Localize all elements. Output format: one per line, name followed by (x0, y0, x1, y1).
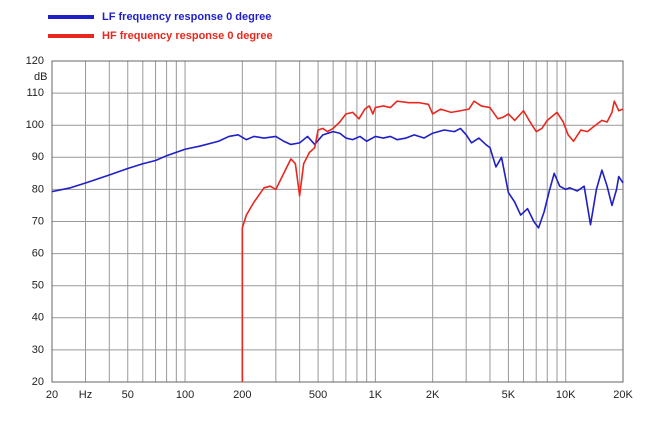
x-tick-label: 500 (309, 389, 327, 401)
y-tick-label: 110 (26, 87, 44, 99)
x-tick-label: 20 (46, 389, 58, 401)
y-axis-label: dB (34, 71, 47, 83)
y-tick-label: 80 (32, 183, 44, 195)
x-tick-label: 1K (369, 389, 383, 401)
x-tick-label: 200 (233, 389, 251, 401)
plot-frame (51, 60, 624, 383)
legend-label: LF frequency response 0 degree (102, 11, 271, 23)
y-tick-label: 40 (32, 312, 44, 324)
x-tick-label: 2K (426, 389, 440, 401)
y-tick-label: 60 (32, 248, 44, 260)
x-tick-label: 20K (613, 389, 633, 401)
y-tick-label: 20 (32, 376, 44, 388)
x-tick-label: 50 (122, 389, 134, 401)
y-tick-label: 70 (32, 215, 44, 227)
x-tick-label: 100 (176, 389, 194, 401)
x-tick-label: Hz (79, 389, 92, 401)
y-tick-label: 50 (32, 280, 44, 292)
y-tick-label: 90 (32, 151, 44, 163)
y-tick-label: 120 (26, 55, 44, 67)
y-tick-label: 100 (26, 119, 44, 131)
legend-label: HF frequency response 0 degree (102, 30, 273, 42)
series-line (241, 100, 624, 382)
y-tick-label: 30 (32, 344, 44, 356)
x-tick-label: 5K (502, 389, 516, 401)
series-line (51, 127, 624, 229)
x-tick-label: 10K (556, 389, 576, 401)
